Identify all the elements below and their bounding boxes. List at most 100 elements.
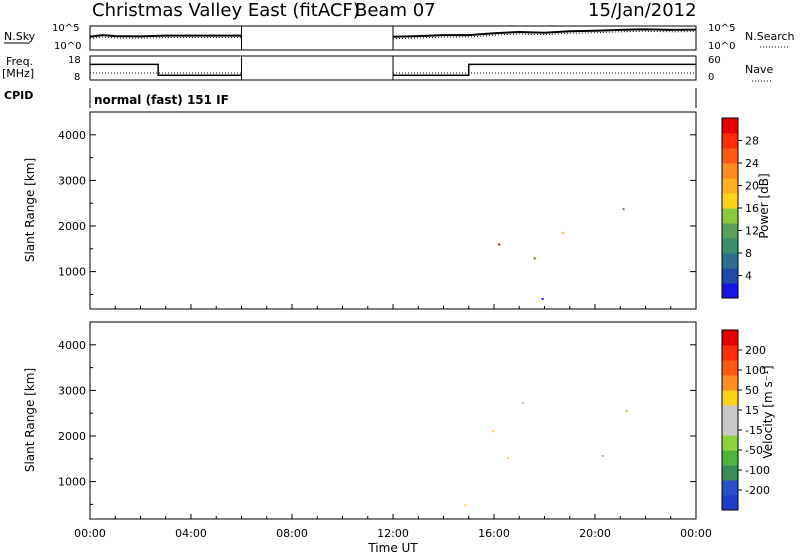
nsky-line-1 xyxy=(392,28,697,38)
cpid-text: normal (fast) 151 IF xyxy=(94,93,229,107)
scale-swatch xyxy=(722,330,738,346)
range-tick-label: 1000 xyxy=(58,476,86,489)
scale-tick-label: 16 xyxy=(745,202,759,215)
range-tick-label: 3000 xyxy=(58,384,86,397)
beam-label: Beam 07 xyxy=(355,0,436,21)
freq-line-0 xyxy=(90,63,242,76)
scale-tick-label: 200 xyxy=(745,344,766,357)
scale-tick-label: 4 xyxy=(745,270,752,283)
scale-swatch xyxy=(722,133,738,149)
scale-tick-label: 28 xyxy=(745,135,759,148)
scale-tick-label: -200 xyxy=(745,484,770,497)
time-tick-label: 12:00 xyxy=(377,527,409,540)
noise-tick-bottom-right: 10^0 xyxy=(708,41,735,52)
noise-series xyxy=(89,26,697,50)
freq-line-1 xyxy=(393,63,696,76)
scale-swatch xyxy=(722,375,738,391)
scale-tick-label: -50 xyxy=(745,444,763,457)
scale-tick-label: 100 xyxy=(745,364,766,377)
scatter-cell xyxy=(464,504,467,507)
scale-swatch xyxy=(722,495,738,511)
scale-swatch xyxy=(722,223,738,239)
power-yaxis-label: Slant Range [km] xyxy=(23,158,37,262)
scale-swatch xyxy=(722,238,738,254)
scatter-cell xyxy=(625,410,628,413)
scatter-cell xyxy=(533,257,536,260)
scale-swatch xyxy=(722,360,738,376)
scale-swatch xyxy=(722,465,738,481)
time-axis-ticks: 00:00 04:00 08:00 12:00 16:00 20:00 00:00 xyxy=(74,304,712,540)
noise-tick-top-right: 10^5 xyxy=(708,23,735,34)
velocity-panel-frame xyxy=(89,321,697,520)
scale-swatch xyxy=(722,450,738,466)
velocity-color-scale: 200 100 50 15 -15 -50 -100 -200 xyxy=(721,329,770,511)
scale-swatch xyxy=(722,390,738,406)
freq-unit-label: [MHz] xyxy=(2,67,34,80)
scale-tick-label: 50 xyxy=(745,384,759,397)
nsky-line-0 xyxy=(89,34,242,38)
scatter-cell xyxy=(541,297,544,300)
nave-tick-bottom: 0 xyxy=(708,72,714,83)
power-panel-frame xyxy=(89,111,697,310)
cpid-label: CPID xyxy=(4,89,33,102)
power-scale-label: Power [dB] xyxy=(757,173,771,238)
scale-swatch xyxy=(722,163,738,179)
scatter-cell xyxy=(507,457,510,460)
range-tick-label: 2000 xyxy=(58,430,86,443)
nsearch-line-0 xyxy=(89,36,242,40)
scale-swatch xyxy=(722,420,738,436)
scatter-cell xyxy=(601,454,604,457)
scatter-cell xyxy=(622,208,625,211)
nsearch-label: N.Search xyxy=(745,30,795,43)
velocity-yaxis-label: Slant Range [km] xyxy=(23,368,37,472)
nsky-label: N.Sky xyxy=(4,30,36,43)
freq-series xyxy=(89,56,697,80)
time-tick-label: 16:00 xyxy=(478,527,510,540)
time-tick-label: 04:00 xyxy=(175,527,207,540)
time-tick-label: 20:00 xyxy=(579,527,611,540)
time-tick-label: 00:00 xyxy=(680,527,712,540)
scale-tick-label: 20 xyxy=(745,180,759,193)
scale-swatch xyxy=(722,208,738,224)
freq-tick-top: 18 xyxy=(68,55,81,66)
scale-tick-label: 8 xyxy=(745,247,752,260)
range-tick-label: 4000 xyxy=(58,129,86,142)
scale-swatch xyxy=(722,253,738,269)
power-range-ticks: 1000 2000 3000 4000 xyxy=(58,129,696,295)
power-color-scale: 28 24 20 16 12 8 4 xyxy=(721,117,759,299)
scale-swatch xyxy=(722,435,738,451)
scale-swatch xyxy=(722,345,738,361)
time-tick-label: 08:00 xyxy=(276,527,308,540)
velocity-scale-label: Velocity [m s⁻¹] xyxy=(761,365,775,458)
scale-tick-label: -100 xyxy=(745,464,770,477)
scale-swatch xyxy=(722,283,738,299)
scale-swatch xyxy=(722,148,738,164)
scale-tick-label: 15 xyxy=(745,404,759,417)
scatter-cell xyxy=(522,402,524,404)
velocity-range-ticks: 1000 2000 3000 4000 xyxy=(58,339,696,505)
power-scatter xyxy=(498,208,625,300)
noise-tick-top: 10^5 xyxy=(52,23,79,34)
scale-swatch xyxy=(722,193,738,209)
range-tick-label: 3000 xyxy=(58,174,86,187)
date-label: 15/Jan/2012 xyxy=(588,0,697,21)
scale-swatch xyxy=(722,118,738,134)
noise-tick-bottom: 10^0 xyxy=(54,41,81,52)
nave-label: Nave xyxy=(745,63,773,76)
scatter-cell xyxy=(492,430,495,433)
scale-swatch xyxy=(722,268,738,284)
scale-tick-label: 24 xyxy=(745,157,759,170)
range-tick-label: 2000 xyxy=(58,220,86,233)
freq-tick-bottom: 8 xyxy=(74,72,80,83)
scale-swatch xyxy=(722,480,738,496)
range-tick-label: 1000 xyxy=(58,266,86,279)
scale-swatch xyxy=(722,178,738,194)
scale-tick-label: 12 xyxy=(745,225,759,238)
nsearch-line-1 xyxy=(392,30,697,40)
velocity-scatter xyxy=(464,402,628,507)
scatter-cell xyxy=(562,231,565,234)
range-tick-label: 4000 xyxy=(58,339,86,352)
time-axis-label: Time UT xyxy=(367,541,418,554)
scale-tick-label: -15 xyxy=(745,424,763,437)
